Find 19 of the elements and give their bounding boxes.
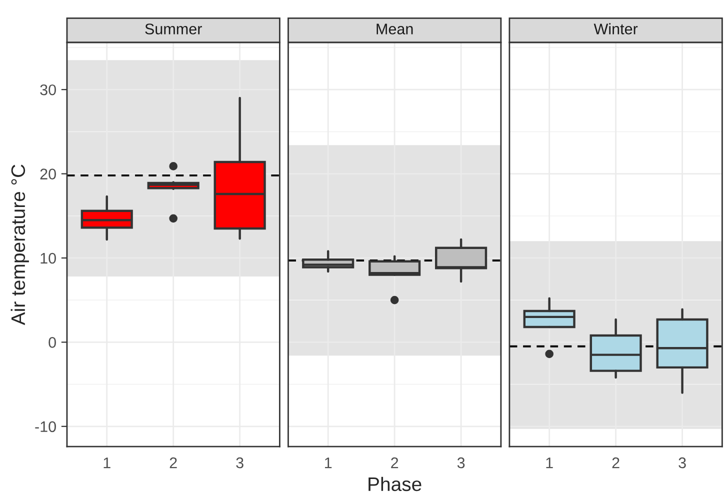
chart-title: Mean bbox=[376, 24, 413, 34]
y-tick-label: 20 bbox=[40, 168, 56, 180]
x-tick-label: 2 bbox=[391, 457, 398, 468]
x-tick-label: 3 bbox=[236, 457, 244, 468]
y-tick-label: 0 bbox=[48, 337, 56, 348]
x-tick-label: 1 bbox=[546, 458, 553, 468]
x-tick-label: 1 bbox=[104, 458, 110, 468]
y-tick-label: -10 bbox=[35, 421, 56, 432]
y-tick-label: 10 bbox=[40, 252, 56, 264]
x-tick-label: 2 bbox=[612, 457, 620, 468]
x-axis-title: Phase bbox=[368, 476, 422, 492]
x-tick-label: 3 bbox=[678, 457, 686, 468]
chart-title: Summer bbox=[145, 24, 202, 34]
y-axis-title: Air temperature °C bbox=[10, 164, 29, 326]
x-tick-label: 3 bbox=[457, 457, 465, 468]
x-tick-label: 1 bbox=[325, 458, 332, 468]
y-tick-label: 30 bbox=[40, 84, 56, 96]
chart-title: Winter bbox=[594, 23, 638, 34]
x-tick-label: 2 bbox=[170, 457, 177, 468]
